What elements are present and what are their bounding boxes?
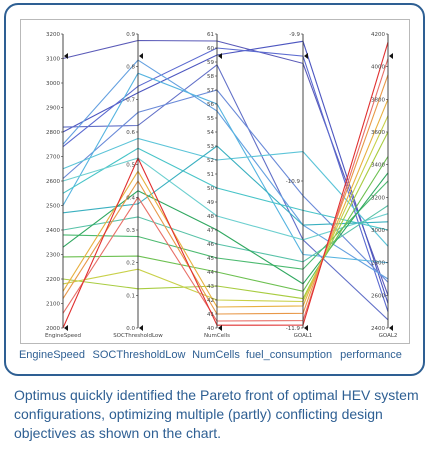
axis-filter-marker-bottom[interactable] [64,325,68,331]
axis-tick-label: 0.7 [126,97,135,103]
axis-tick-label: 46 [207,242,214,248]
axis-tick-label: 3100 [46,57,60,63]
axis-tick-label: 53 [207,144,214,150]
axis-tick-label: 3000 [46,81,60,87]
axis-tick-label: 48 [207,214,214,220]
axis-tick-label: 0.9 [126,32,135,38]
parallel-coordinates-svg[interactable]: 3200 3100 3000 2900 2800 2700 2600 2500 2400 2300… [21,20,410,344]
axis-tick-label: 2800 [46,130,60,136]
axis-tick-label: 0.4 [126,195,135,201]
caption-engine-speed: EngineSpeed [18,349,86,361]
axis-filter-marker-top[interactable] [139,53,143,59]
axis-tick-label: 60 [207,46,214,52]
axis-tick-label: 3800 [371,97,385,103]
axis-tick-label: 0.3 [126,228,135,234]
axis-tick-label: 43 [207,284,214,290]
axis-tick-label: 3200 [46,32,60,38]
series-line-2[interactable] [62,40,389,304]
axis-tick-label: -10.9 [286,179,301,185]
axis-filter-marker-top[interactable] [389,53,393,59]
axis-tick-label: 52 [207,158,214,164]
axis-tick-label: 2400 [371,326,385,332]
axis-tick-label: 0.1 [126,293,135,299]
axis-tick-label: 49 [207,200,214,206]
axis-name-label: GOAL2 [379,333,398,339]
axis-tick-label: 3400 [371,163,385,169]
axis-name-label: EngineSpeed [45,333,81,339]
axis-tick-label: 41 [207,312,214,318]
axis-tick-label: 0.5 [126,163,135,169]
axis-tick-label: 47 [207,228,214,234]
axis-tick-label: 54 [207,130,214,136]
axis-filter-marker-top[interactable] [218,53,222,59]
axis-tick-label: -11.9 [286,326,301,332]
axis-filter-marker-bottom[interactable] [389,325,393,331]
axis-tick-label: 2100 [46,302,60,308]
caption-num-cells: NumCells [192,349,240,361]
axis-tick-label: 44 [207,270,214,276]
axis-tick-label: 56 [207,102,214,108]
axis-tick-label: 4200 [371,32,385,38]
caption-fuel-consumption: fuel_consumption [245,349,333,361]
axis-tick-label: 2600 [371,293,385,299]
axis-tick-label: 2600 [46,179,60,185]
axis-tick-label: 2500 [46,204,60,210]
axis-filter-marker-top[interactable] [64,53,68,59]
axis-tick-label: 51 [207,172,214,178]
description-text: Optimus quickly identified the Pareto fr… [14,387,419,441]
parallel-coordinates-plot[interactable]: 3200 3100 3000 2900 2800 2700 2600 2500 2400 2300… [20,19,410,344]
axis-filter-marker-bottom[interactable] [218,325,222,331]
axis-tick-label: 40 [207,326,214,332]
axis-tick-label: 55 [207,116,214,122]
axis-tick-label: 3000 [371,228,385,234]
axis-tick-label: 0.6 [126,130,135,136]
axis-tick-label: 2000 [46,326,60,332]
axis-tick-label: 3200 [371,195,385,201]
axis-tick-label: 57 [207,88,214,94]
axis-tick-label: 0.8 [126,65,135,71]
axis-tick-label: 2700 [46,155,60,161]
axis-filter-marker-bottom[interactable] [304,325,308,331]
axis-tick-label: -9.9 [289,32,300,38]
axis-filter-marker-bottom[interactable] [139,325,143,331]
axis-tick-label: 0.2 [126,261,135,267]
axis-tick-label: 2400 [46,228,60,234]
axis-tick-label: 42 [207,298,214,304]
axis-tick-label: 45 [207,256,214,262]
axis-tick-label: 0.0 [126,326,135,332]
chart-frame: 3200 3100 3000 2900 2800 2700 2600 2500 2400 2300… [4,3,425,376]
axis-tick-label: 59 [207,60,214,66]
axis-tick-label: 58 [207,74,214,80]
series-line-1[interactable] [62,39,389,296]
axis-tick-label: 3600 [371,130,385,136]
axis-name-label: GOAL1 [294,333,313,339]
axis-tick-label: 50 [207,186,214,192]
axis-tick-label: 61 [207,32,214,38]
axis-captions: EngineSpeed SOCThresholdLow NumCells fue… [6,349,427,365]
axis-name-label: SOCThresholdLow [113,333,163,339]
axis-tick-label: 2800 [371,261,385,267]
series-line-3[interactable] [62,47,389,312]
caption-performance: performance [340,349,402,361]
axis-tick-label: 2200 [46,277,60,283]
axis-tick-label: 2300 [46,253,60,259]
axis-tick-label: 2900 [46,106,60,112]
axis-filter-marker-top[interactable] [304,53,308,59]
axis-tick-label: 4000 [371,65,385,71]
axis-name-label: NumCells [204,333,230,339]
caption-soc-threshold-low: SOCThresholdLow [92,349,186,361]
series-line-19[interactable] [62,74,389,315]
